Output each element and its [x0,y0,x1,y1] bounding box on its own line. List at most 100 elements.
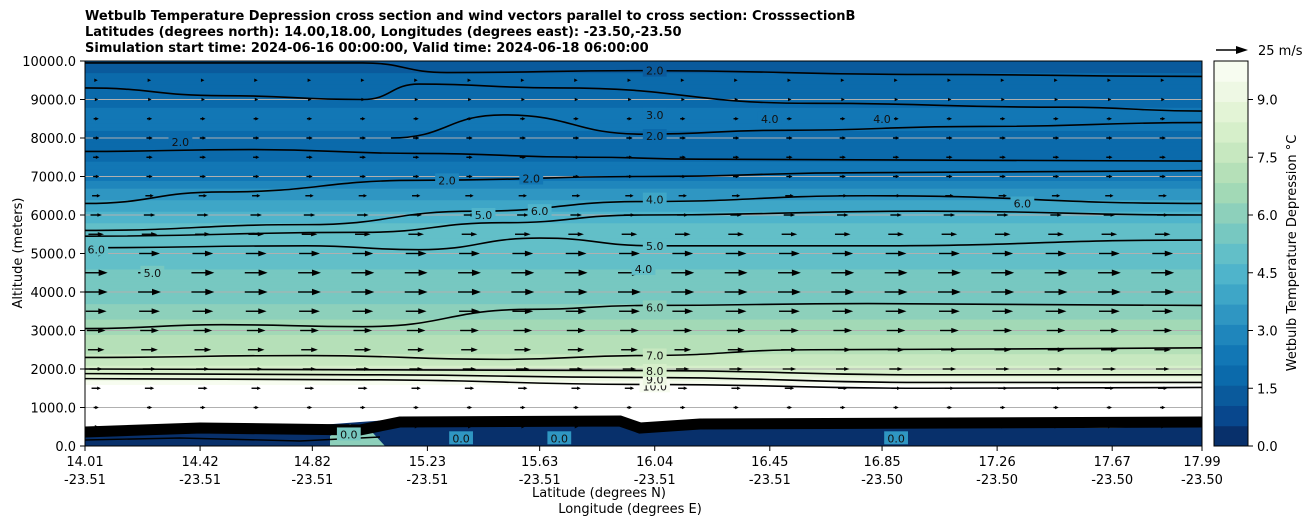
wind-vector [573,155,580,160]
wind-vector-head [897,232,904,237]
wind-vector-head [471,347,478,353]
field-band [85,315,1202,320]
wind-vector [937,288,961,296]
wind-vector-head [524,250,534,257]
wind-vector [414,97,419,102]
wind-vector [840,116,846,121]
wind-vector-head [205,269,215,276]
wind-vector [1052,136,1060,140]
wind-vector-head [1164,347,1172,353]
wind-vector-head [631,250,640,257]
contour-label-bg [168,134,193,148]
wind-vector [93,136,100,140]
wind-vector-head [735,174,740,179]
wind-vector-head [684,367,690,371]
wind-vector-head [418,327,426,334]
wind-vector-head [951,269,961,276]
contour-line-6-0 [85,302,1202,330]
wind-vector [734,78,738,83]
wind-vector [359,155,366,160]
wind-vector-head [97,386,101,391]
field-band [85,276,1202,282]
wind-vector [146,136,153,140]
wind-vector [947,78,951,83]
wind-vector [732,155,740,160]
wind-vector-head [418,308,427,315]
wind-vector [200,405,206,410]
wind-vector [253,136,260,140]
contour-label: 8.0 [646,365,664,378]
wind-vector [731,193,741,198]
wind-reference-key: 25 m/s [1216,44,1303,59]
wind-vector [672,250,694,257]
wind-vector-head [1107,424,1112,429]
wind-vector-head [362,136,366,140]
wind-vector [839,174,846,179]
wind-vector-head [1110,386,1115,391]
field-band [85,226,1202,231]
wind-vector-head [684,308,694,315]
wind-vector [409,367,423,371]
wind-vector [1154,232,1171,237]
wind-vector [733,405,739,410]
wind-vector [943,213,956,217]
colorbar-segment [1214,223,1248,244]
wind-vector [673,327,693,334]
wind-vector [1053,405,1059,410]
wind-vector-head [520,78,525,83]
wind-vector [195,232,211,237]
wind-vector [248,232,264,237]
wind-vector [306,136,313,140]
wind-vector-head [1004,308,1014,315]
y-tick-label: 3000.0 [31,325,77,340]
wind-vector-head [95,174,100,179]
contour-label: 4.0 [635,263,653,276]
wind-vector [888,232,904,237]
wind-vector [571,386,581,391]
wind-vector-head [255,174,260,179]
wind-vector [681,424,685,429]
wind-vector [1160,78,1165,83]
wind-vector [626,155,633,160]
wind-vector [626,116,633,121]
wind-vector-head [468,97,472,102]
wind-vector [86,327,106,334]
wind-vector [677,213,689,217]
wind-vector-head [894,78,898,83]
wind-vector [947,424,952,429]
wind-vector [892,155,900,160]
field-band [85,207,1202,212]
wind-vector-head [470,367,477,371]
colorbar-segment [1214,142,1248,163]
wind-vector-head [1160,78,1165,83]
wind-vector [404,269,428,276]
wind-vector [676,367,690,371]
wind-vector [253,405,259,410]
wind-vector-head [897,386,901,391]
field-band [85,215,1202,220]
wind-vector [301,347,318,353]
y-tick-label: 10000.0 [22,55,76,70]
wind-vector [786,116,793,121]
contour-label-bg [642,238,667,252]
field-band [85,80,1202,85]
wind-vector-head [1110,367,1117,371]
wind-vector [192,250,214,257]
wind-vector-head [790,232,798,237]
wind-vector [1107,97,1112,102]
wind-vector-head [735,136,740,140]
wind-vector-head [1165,288,1175,296]
wind-vector [1158,386,1168,391]
wind-vector-head [97,213,102,217]
wind-vector-head [258,308,267,315]
field-band [85,172,1202,178]
wind-vector [519,136,526,140]
field-band [85,161,1202,166]
wind-vector [520,78,525,83]
wind-vector-head [577,232,584,237]
wind-vector-head [95,405,99,410]
y-tick-label: 8000.0 [31,132,77,147]
wind-vector-head [471,269,481,276]
wind-vector [511,269,535,276]
wind-vector-head [361,116,366,121]
